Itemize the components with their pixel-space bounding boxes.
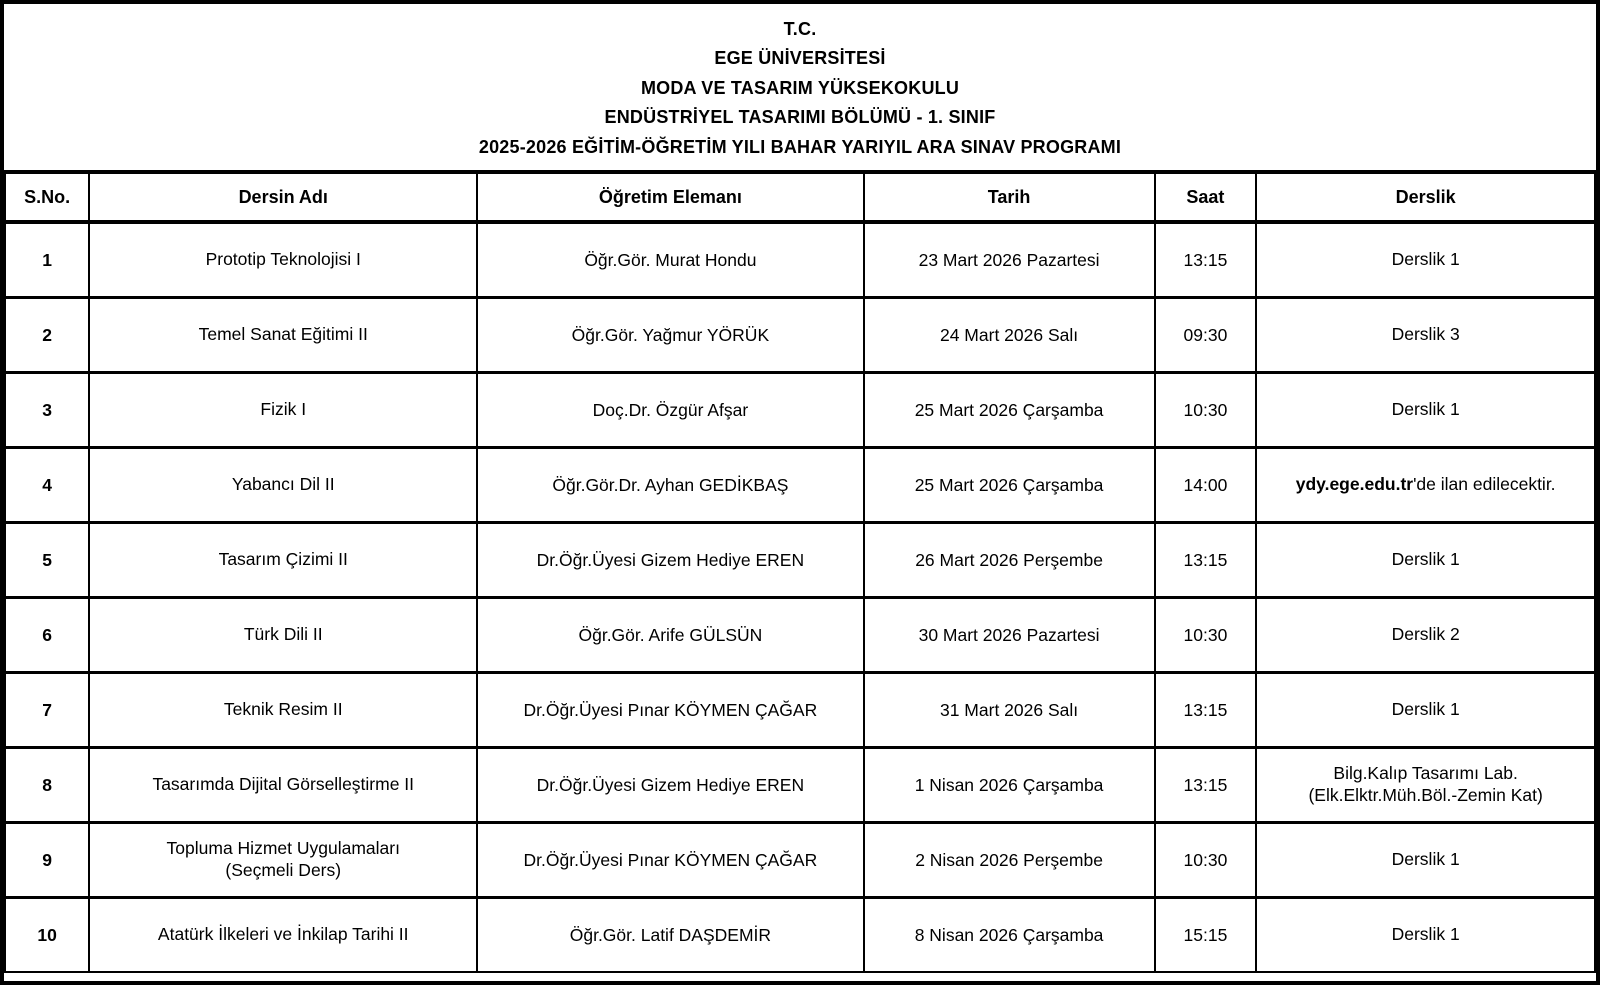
cell-instructor: Dr.Öğr.Üyesi Gizem Hediye EREN	[476, 746, 865, 824]
cell-instructor: Doç.Dr. Özgür Afşar	[476, 371, 865, 449]
cell-time: 10:30	[1153, 821, 1258, 899]
title-line-department: ENDÜSTRİYEL TASARIMI BÖLÜMÜ - 1. SINIF	[604, 107, 996, 127]
cell-sno: 4	[4, 446, 91, 524]
cell-instructor: Öğr.Gör. Arife GÜLSÜN	[476, 596, 865, 674]
cell-date: 2 Nisan 2026 Perşembe	[862, 821, 1156, 899]
cell-sno: 7	[4, 671, 91, 749]
cell-instructor: Öğr.Gör. Latif DAŞDEMİR	[476, 896, 865, 973]
table-row: 5 Tasarım Çizimi II Dr.Öğr.Üyesi Gizem H…	[4, 521, 1596, 599]
cell-instructor: Öğr.Gör. Yağmur YÖRÜK	[476, 296, 865, 374]
cell-time: 13:15	[1153, 746, 1258, 824]
cell-course-name: Türk Dili II	[88, 596, 479, 674]
table-row: 9 Topluma Hizmet Uygulamaları (Seçmeli D…	[4, 821, 1596, 899]
cell-room: Derslik 1	[1255, 521, 1596, 599]
cell-room: Derslik 1	[1255, 371, 1596, 449]
cell-room: ydy.ege.edu.tr'de ilan edilecektir.	[1255, 446, 1596, 524]
table-row: 7 Teknik Resim II Dr.Öğr.Üyesi Pınar KÖY…	[4, 671, 1596, 749]
cell-room: Derslik 2	[1255, 596, 1596, 674]
exam-table-body: 1 Prototip Teknolojisi I Öğr.Gör. Murat …	[4, 220, 1596, 973]
cell-date: 31 Mart 2026 Salı	[862, 671, 1156, 749]
column-header-sno: S.No.	[4, 170, 91, 224]
table-row: 1 Prototip Teknolojisi I Öğr.Gör. Murat …	[4, 220, 1596, 299]
cell-course-name: Topluma Hizmet Uygulamaları (Seçmeli Der…	[88, 821, 479, 899]
cell-course-name: Fizik I	[88, 371, 479, 449]
cell-time: 10:30	[1153, 596, 1258, 674]
cell-time: 13:15	[1153, 671, 1258, 749]
table-row: 2 Temel Sanat Eğitimi II Öğr.Gör. Yağmur…	[4, 296, 1596, 374]
cell-sno: 3	[4, 371, 91, 449]
cell-sno: 6	[4, 596, 91, 674]
cell-course-name: Tasarımda Dijital Görselleştirme II	[88, 746, 479, 824]
cell-instructor: Dr.Öğr.Üyesi Pınar KÖYMEN ÇAĞAR	[476, 821, 865, 899]
cell-sno: 5	[4, 521, 91, 599]
cell-course-name: Teknik Resim II	[88, 671, 479, 749]
cell-time: 15:15	[1153, 896, 1258, 973]
cell-date: 30 Mart 2026 Pazartesi	[862, 596, 1156, 674]
cell-room: Derslik 1	[1255, 220, 1596, 299]
title-line-program: 2025-2026 EĞİTİM-ÖĞRETİM YILI BAHAR YARI…	[478, 136, 1122, 157]
cell-course-name: Yabancı Dil II	[88, 446, 479, 524]
cell-time: 13:15	[1153, 521, 1258, 599]
cell-room: Derslik 1	[1255, 671, 1596, 749]
table-row: 3 Fizik I Doç.Dr. Özgür Afşar 25 Mart 20…	[4, 371, 1596, 449]
cell-course-name: Atatürk İlkeleri ve İnkilap Tarihi II	[88, 896, 479, 973]
cell-room: Derslik 1	[1255, 821, 1596, 899]
column-header-room: Derslik	[1255, 170, 1596, 224]
cell-room: Derslik 1	[1255, 896, 1596, 973]
cell-date: 8 Nisan 2026 Çarşamba	[862, 896, 1156, 973]
cell-course-name: Tasarım Çizimi II	[88, 521, 479, 599]
cell-sno: 8	[4, 746, 91, 824]
title-line-university: EGE ÜNİVERSİTESİ	[714, 48, 886, 68]
cell-sno: 9	[4, 821, 91, 899]
header-row: S.No. Dersin Adı Öğretim Elemanı Tarih S…	[4, 170, 1596, 224]
cell-room: Derslik 3	[1255, 296, 1596, 374]
cell-course-name: Temel Sanat Eğitimi II	[88, 296, 479, 374]
cell-time: 10:30	[1153, 371, 1258, 449]
cell-instructor: Öğr.Gör. Murat Hondu	[476, 220, 865, 299]
exam-schedule-table: S.No. Dersin Adı Öğretim Elemanı Tarih S…	[4, 170, 1596, 973]
cell-time: 13:15	[1153, 220, 1258, 299]
cell-date: 23 Mart 2026 Pazartesi	[862, 220, 1156, 299]
table-row: 8 Tasarımda Dijital Görselleştirme II Dr…	[4, 746, 1596, 824]
cell-instructor: Öğr.Gör.Dr. Ayhan GEDİKBAŞ	[476, 446, 865, 524]
cell-sno: 2	[4, 296, 91, 374]
document-header: T.C. EGE ÜNİVERSİTESİ MODA VE TASARIM YÜ…	[4, 4, 1596, 170]
column-header-time: Saat	[1153, 170, 1258, 224]
cell-sno: 10	[4, 896, 91, 973]
title-line-tc: T.C.	[783, 18, 817, 39]
cell-time: 14:00	[1153, 446, 1258, 524]
cell-date: 26 Mart 2026 Perşembe	[862, 521, 1156, 599]
cell-course-name: Prototip Teknolojisi I	[88, 220, 479, 299]
cell-date: 25 Mart 2026 Çarşamba	[862, 446, 1156, 524]
cell-date: 25 Mart 2026 Çarşamba	[862, 371, 1156, 449]
column-header-instructor: Öğretim Elemanı	[476, 170, 865, 224]
cell-time: 09:30	[1153, 296, 1258, 374]
cell-sno: 1	[4, 220, 91, 299]
column-header-course: Dersin Adı	[88, 170, 479, 224]
column-header-date: Tarih	[862, 170, 1156, 224]
cell-room: Bilg.Kalıp Tasarımı Lab. (Elk.Elktr.Müh.…	[1255, 746, 1596, 824]
table-row: 4 Yabancı Dil II Öğr.Gör.Dr. Ayhan GEDİK…	[4, 446, 1596, 524]
table-row: 10 Atatürk İlkeleri ve İnkilap Tarihi II…	[4, 896, 1596, 973]
cell-date: 24 Mart 2026 Salı	[862, 296, 1156, 374]
cell-date: 1 Nisan 2026 Çarşamba	[862, 746, 1156, 824]
cell-instructor: Dr.Öğr.Üyesi Gizem Hediye EREN	[476, 521, 865, 599]
title-line-school: MODA VE TASARIM YÜKSEKOKULU	[640, 77, 960, 98]
cell-instructor: Dr.Öğr.Üyesi Pınar KÖYMEN ÇAĞAR	[476, 671, 865, 749]
table-row: 6 Türk Dili II Öğr.Gör. Arife GÜLSÜN 30 …	[4, 596, 1596, 674]
